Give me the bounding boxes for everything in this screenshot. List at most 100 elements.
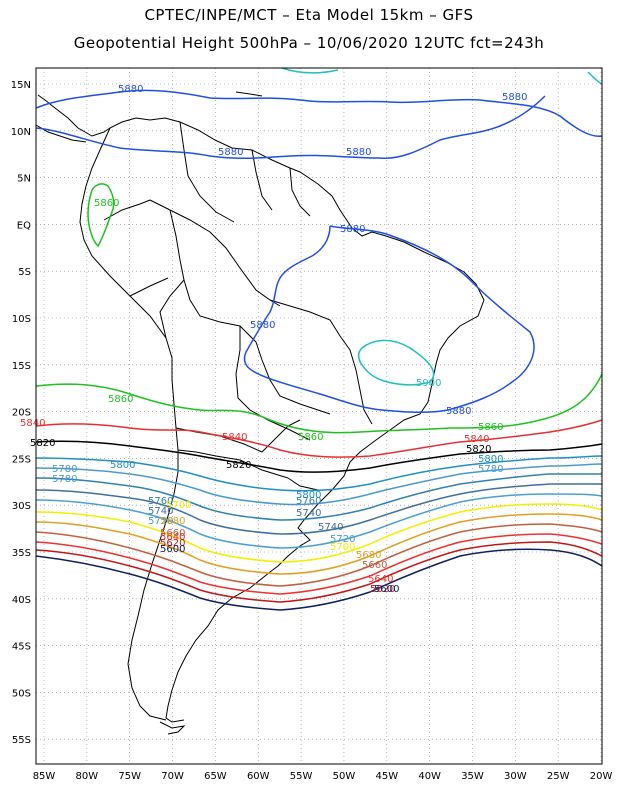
lat-tick-label: EQ [17,220,31,231]
contour-5880 [243,225,535,414]
contour-label: 5780 [478,464,503,475]
lat-tick-label: 15N [11,80,31,91]
contour-5840 [35,419,603,458]
contour-label: 5740 [318,522,343,533]
contour-label: 5840 [464,434,489,445]
contour-label: 5880 [218,147,243,158]
contour-label: 5720 [148,516,173,527]
lat-tick-label: 15S [12,361,31,372]
contour-label: 5700 [330,542,355,553]
contour-label: 5620 [370,584,395,595]
contour-label: 5860 [298,432,323,443]
lon-tick-label: 85W [33,771,56,782]
lat-tick-label: 55S [12,735,31,746]
contour-label: 5860 [478,422,503,433]
contour-label: 5840 [20,418,45,429]
contour-label: 5840 [222,432,247,443]
contour-label: 5880 [340,224,365,235]
lat-tick-label: 45S [12,642,31,653]
axis-ticks: 85W 80W 75W 70W 65W 60W 55W 50W 45W 40W 35W 30W 25W 2… [11,80,613,782]
contour-label: 5880 [346,147,371,158]
lat-tick-label: 50S [12,688,31,699]
contour-label: 5880 [118,84,143,95]
lon-tick-label: 80W [76,771,99,782]
plot-frame [35,67,603,765]
contour-5820 [35,440,603,473]
contour-label: 5760 [296,496,321,507]
contour-5680 [35,513,603,575]
contour-5700 [35,503,603,563]
lat-tick-label: 5S [18,267,31,278]
contour-5600 [35,548,603,611]
lon-tick-label: 40W [418,771,441,782]
lon-tick-label: 55W [290,771,313,782]
lat-tick-label: 10N [11,127,31,138]
contour-label: 5660 [160,528,185,539]
contour-5800 [35,455,603,492]
lon-tick-label: 50W [333,771,356,782]
title-line-2: Geopotential Height 500hPa – 10/06/2020 … [73,34,545,52]
lat-tick-label: 35S [12,548,31,559]
contour-label: 5800 [296,490,321,501]
lat-tick-label: 40S [12,595,31,606]
contour-label: 5720 [330,534,355,545]
lon-tick-label: 45W [375,771,398,782]
contour-5880 [35,95,546,160]
contour-label: 5640 [160,532,185,543]
lon-tick-label: 65W [204,771,227,782]
lat-tick-label: 25S [12,454,31,465]
contour-label: 5660 [362,560,387,571]
contour-label: 5620 [160,538,185,549]
contour-5780 [35,463,603,506]
contour-5760 [35,473,602,521]
lon-tick-label: 35W [461,771,484,782]
coastline [35,91,485,735]
title-line-1: CPTEC/INPE/MCT – Eta Model 15km – GFS [144,6,474,24]
lon-tick-label: 75W [118,771,141,782]
contour-labels: 5880 5880 5880 5880 5880 5880 5860 5900 5880 5860… [20,84,527,595]
contour-label: 5780 [52,464,77,475]
contour-label: 5900 [416,378,441,389]
contour-label: 5800 [478,454,503,465]
contour-label: 5760 [148,496,173,507]
contour-label: 5640 [368,574,393,585]
contour-label: 5860 [108,394,133,405]
contour-5860 [35,373,603,434]
contour-5900 [587,71,603,85]
contour-5640 [35,533,603,595]
contour-5620 [35,541,603,603]
contour-5720 [35,493,603,549]
contour-label: 5700 [166,500,191,511]
contour-label: 5880 [502,92,527,103]
contour-label: 5820 [226,460,251,471]
geopotential-contours [35,67,603,611]
contour-label: 5820 [466,444,491,455]
contour-5660 [35,523,603,587]
lat-tick-label: 10S [12,314,31,325]
contour-5860 [87,183,115,248]
contour-label: 5800 [110,460,135,471]
lat-lon-grid [36,68,602,764]
lat-tick-label: 30S [12,501,31,512]
lon-tick-label: 20W [590,771,613,782]
contour-label: 5740 [148,506,173,517]
contour-5740 [35,483,602,535]
contour-label: 5860 [94,198,119,209]
contour-label: 5600 [160,544,185,555]
lon-tick-label: 25W [547,771,570,782]
contour-label: 5820 [30,438,55,449]
lat-tick-label: 20S [12,408,31,419]
contour-label: 5880 [250,320,275,331]
contour-label: 5680 [356,550,381,561]
contour-label: 5880 [446,406,471,417]
contour-label: 5600 [374,584,399,595]
contour-5880 [35,89,603,137]
lat-tick-label: 5N [17,174,31,185]
lon-tick-label: 30W [504,771,527,782]
contour-label: 5680 [160,516,185,527]
contour-5900 [281,67,339,74]
contour-label: 5780 [52,474,77,485]
lon-tick-label: 60W [247,771,270,782]
contour-5900 [357,339,435,386]
